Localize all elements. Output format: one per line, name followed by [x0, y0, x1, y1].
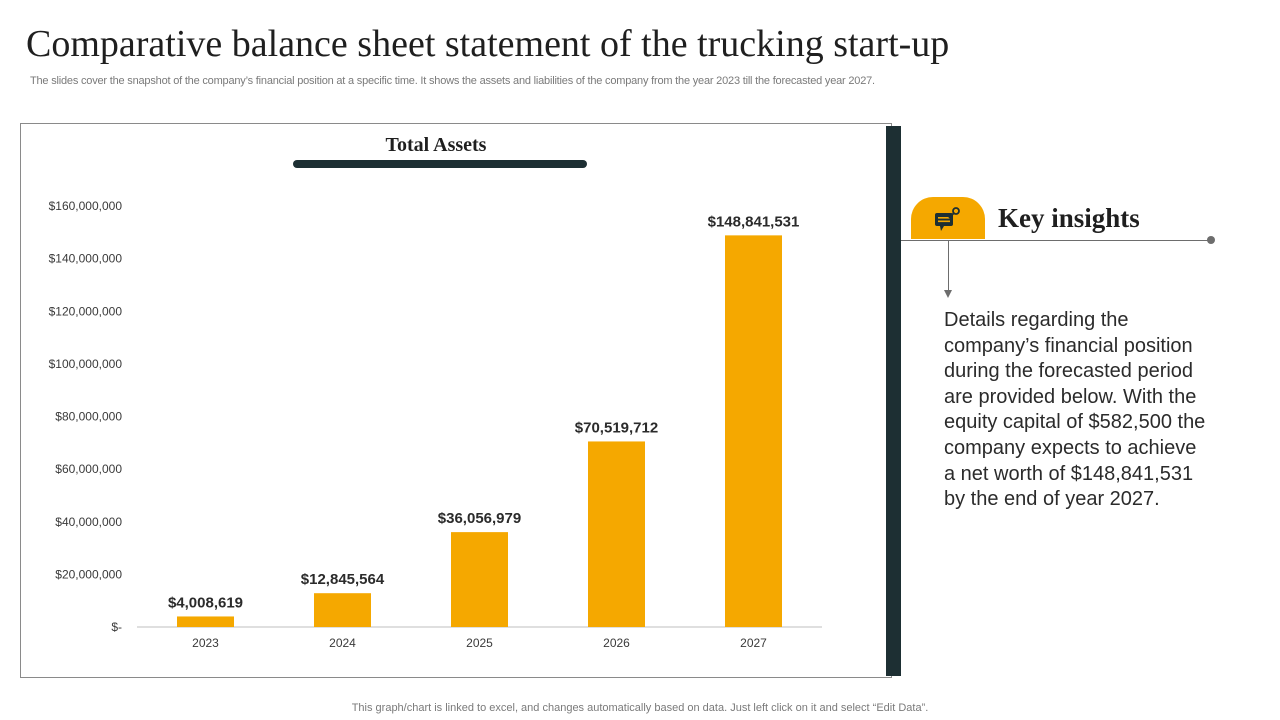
chart-title: Total Assets — [385, 134, 487, 156]
x-tick-label: 2025 — [466, 636, 493, 650]
data-label: $12,845,564 — [301, 571, 385, 588]
chart-side-accent-bar — [886, 126, 901, 676]
data-label: $36,056,979 — [438, 510, 521, 527]
insights-divider-line — [901, 240, 1211, 241]
x-tick-label: 2027 — [740, 636, 767, 650]
data-label: $70,519,712 — [575, 419, 658, 436]
chart-title-underline — [293, 160, 587, 168]
y-tick-label: $20,000,000 — [55, 567, 122, 581]
footer-note: This graph/chart is linked to excel, and… — [351, 702, 929, 714]
bar-2024[interactable] — [314, 593, 371, 627]
y-tick-label: $120,000,000 — [49, 304, 123, 318]
x-tick-label: 2024 — [329, 636, 356, 650]
bar-2027[interactable] — [725, 235, 782, 627]
insights-arrow-icon — [944, 290, 952, 298]
data-label: $4,008,619 — [168, 594, 243, 611]
insights-connector-line — [948, 241, 949, 291]
chat-bubble-key-icon — [935, 207, 960, 231]
insights-title: Key insights — [998, 203, 1140, 233]
x-tick-label: 2023 — [192, 636, 219, 650]
y-tick-label: $40,000,000 — [55, 515, 122, 529]
page-subtitle: The slides cover the snapshot of the com… — [30, 75, 875, 87]
page-title: Comparative balance sheet statement of t… — [26, 23, 950, 65]
y-tick-label: $80,000,000 — [55, 410, 122, 424]
y-tick-label: $160,000,000 — [49, 199, 123, 213]
x-tick-label: 2026 — [603, 636, 630, 650]
y-tick-label: $140,000,000 — [49, 252, 123, 266]
bar-2025[interactable] — [451, 532, 508, 627]
bar-2026[interactable] — [588, 441, 645, 627]
data-label: $148,841,531 — [708, 213, 800, 230]
y-tick-label: $60,000,000 — [55, 462, 122, 476]
bar-2023[interactable] — [177, 616, 234, 627]
insights-text: Details regarding the company’s financia… — [944, 309, 1206, 511]
insights-line-end-dot — [1207, 236, 1215, 244]
y-tick-label: $100,000,000 — [49, 357, 123, 371]
y-tick-label: $- — [111, 620, 122, 634]
